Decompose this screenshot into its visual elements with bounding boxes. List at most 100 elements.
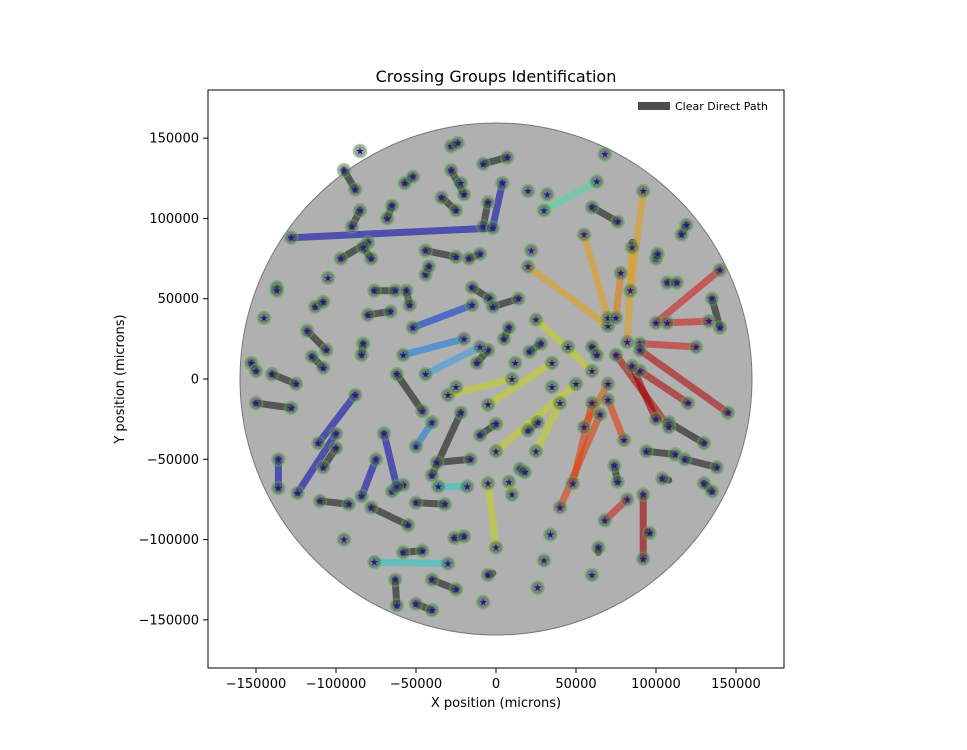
svg-text:★: ★ [319,363,328,374]
svg-text:★: ★ [370,558,379,569]
svg-text:★: ★ [356,206,365,217]
svg-text:★: ★ [356,147,365,158]
svg-text:★: ★ [652,415,661,426]
point-178: ★ [712,262,728,278]
point-146: ★ [504,371,520,387]
svg-text:★: ★ [274,455,283,466]
point-47: ★ [472,246,488,262]
point-84: ★ [517,464,533,480]
point-75: ★ [389,598,405,613]
svg-text:★: ★ [252,399,261,410]
point-154: ★ [488,540,504,555]
svg-text:★: ★ [388,487,397,498]
point-199: ★ [597,146,613,162]
svg-text:★: ★ [268,370,277,381]
svg-text:★: ★ [504,477,513,488]
svg-text:★: ★ [620,436,629,447]
clear-path-13 [393,370,426,415]
point-164: ★ [619,334,635,350]
point-16: ★ [344,219,360,234]
svg-text:★: ★ [293,488,302,499]
svg-text:★: ★ [400,179,409,190]
svg-text:★: ★ [444,391,453,402]
svg-text:★: ★ [708,487,717,498]
svg-text:★: ★ [476,342,485,353]
svg-text:★: ★ [452,585,461,596]
point-52: ★ [485,299,501,315]
point-203: ★ [543,527,558,543]
svg-text:★: ★ [311,302,320,313]
svg-text:★: ★ [568,479,577,490]
svg-text:★: ★ [247,358,256,369]
svg-text:★: ★ [604,395,613,406]
point-72: ★ [395,545,411,560]
svg-text:★: ★ [639,490,648,501]
svg-text:★: ★ [460,334,469,345]
point-62: ★ [408,495,424,510]
point-197: ★ [523,243,539,258]
svg-text:★: ★ [485,294,494,305]
point-130: ★ [495,175,510,191]
svg-text:★: ★ [308,352,317,363]
point-141: ★ [431,479,446,494]
svg-text:★: ★ [616,269,625,280]
point-159: ★ [520,259,536,274]
point-77: ★ [424,602,440,618]
crossing-path-11 [370,558,452,568]
svg-text:★: ★ [428,471,437,482]
svg-text:★: ★ [412,442,421,453]
point-204: ★ [536,553,552,568]
point-69: ★ [315,460,331,475]
point-173: ★ [552,500,568,515]
svg-text:★: ★ [564,342,573,353]
point-90: ★ [589,347,605,363]
svg-text:★: ★ [332,444,341,455]
svg-text:★: ★ [447,142,456,153]
point-58: ★ [472,427,488,443]
point-165: ★ [635,183,651,199]
point-210: ★ [507,355,523,371]
point-70: ★ [363,500,379,515]
point-127: ★ [368,451,384,467]
svg-text:★: ★ [684,399,693,410]
svg-text:★: ★ [588,203,597,214]
point-191: ★ [635,487,651,502]
crossing-path-30 [652,266,724,327]
point-185: ★ [632,342,648,358]
svg-text:★: ★ [724,408,733,419]
svg-text:★: ★ [580,423,589,434]
x-tick-label-6: 150000 [711,677,761,692]
point-34: ★ [399,283,414,298]
svg-text:★: ★ [348,222,357,233]
svg-text:★: ★ [594,543,603,554]
crossing-path-10 [422,343,484,378]
point-153: ★ [480,476,496,491]
svg-text:★: ★ [428,575,437,586]
svg-text:★: ★ [639,187,648,198]
point-30: ★ [379,211,395,226]
point-68: ★ [328,440,344,456]
point-200: ★ [320,270,336,286]
svg-text:★: ★ [636,346,645,357]
svg-text:★: ★ [677,230,686,241]
svg-text:★: ★ [680,455,689,466]
point-99: ★ [650,246,665,262]
point-5: ★ [288,376,304,392]
svg-text:★: ★ [488,224,497,235]
point-150: ★ [568,376,584,392]
point-57: ★ [424,468,440,483]
svg-text:★: ★ [367,254,376,265]
point-168: ★ [608,310,624,326]
svg-text:★: ★ [392,482,401,493]
svg-text:★: ★ [639,554,648,565]
svg-text:★: ★ [700,479,709,490]
svg-text:★: ★ [357,350,366,361]
point-184: ★ [619,492,635,507]
crossing-path-28 [556,410,604,511]
point-46: ★ [461,251,477,266]
point-111: ★ [704,484,720,499]
crossing-path-34 [636,346,732,417]
point-41: ★ [448,203,464,218]
svg-text:★: ★ [484,479,493,490]
